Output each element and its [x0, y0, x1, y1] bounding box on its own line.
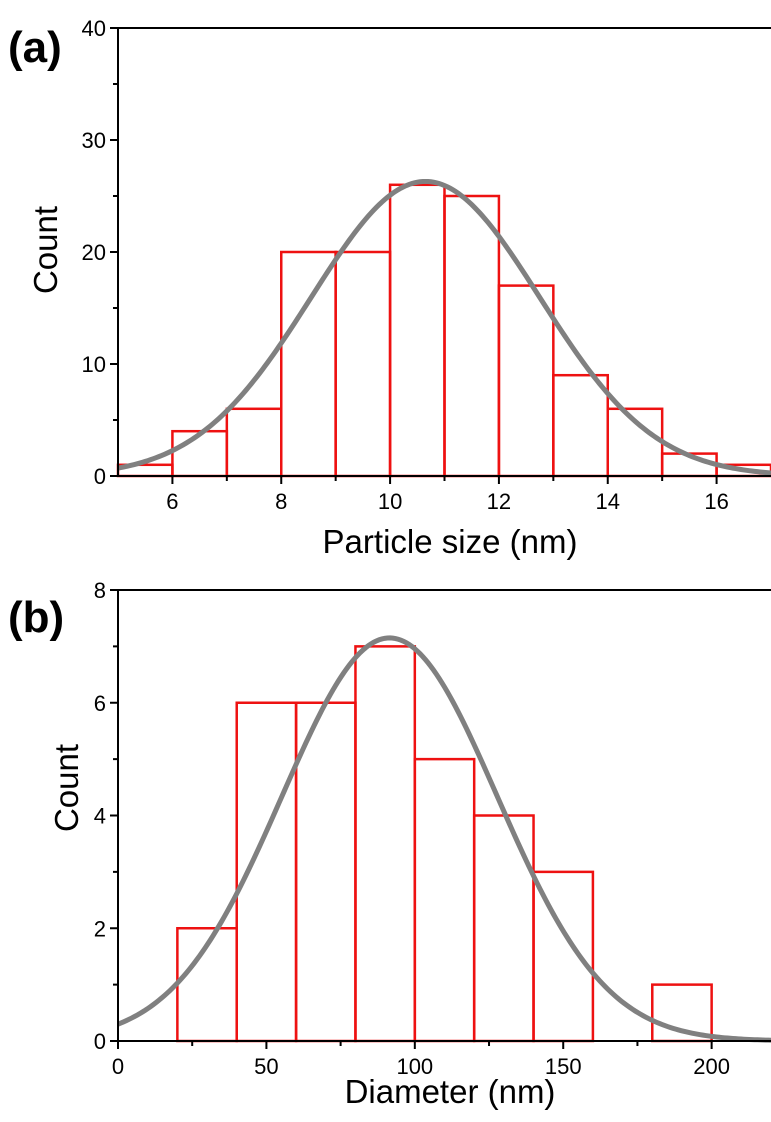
panel-a-y-tick-label: 40: [82, 16, 106, 41]
panel-b-x-axis-title: Diameter (nm): [345, 1073, 556, 1110]
panel-a-x-tick-label: 14: [596, 489, 620, 514]
panel-a-y-tick-label: 20: [82, 240, 106, 265]
panel-b: (b) 0 50 100 150 200 0 2 4 6 8 Diameter (nm) Coun…: [8, 578, 771, 1110]
panel-a-y-tick-label: 30: [82, 128, 106, 153]
panel-a-bar-6: [443, 194, 501, 478]
panel-b-ticks: [110, 589, 713, 1049]
panel-a-x-tick-label: 6: [166, 489, 178, 514]
panel-a-x-tick-label: 8: [275, 489, 287, 514]
panel-b-y-axis-title: Count: [48, 744, 85, 832]
panel-b-bar-4: [413, 757, 476, 1043]
panel-b-x-tick-label: 150: [545, 1054, 582, 1079]
panel-b-fit-curve: [117, 635, 771, 1043]
panel-a-ticks: [110, 27, 718, 484]
panel-b-y-tick-label: 0: [94, 1029, 106, 1054]
panel-a-y-tick-label: 0: [94, 464, 106, 489]
panel-a-bar-4: [334, 250, 392, 478]
panel-b-y-tick-label: 4: [94, 804, 106, 829]
panel-a-bar-1: [171, 429, 229, 478]
panel-b-bar-3: [354, 645, 417, 1043]
panel-a-bar-7: [497, 284, 555, 478]
panel-b-x-tick-label: 50: [254, 1054, 278, 1079]
panel-b-bar-2: [294, 701, 357, 1043]
panel-a-bar-8: [552, 373, 609, 478]
panel-b-y-tick-label: 8: [94, 578, 106, 603]
panel-b-x-tick-label: 200: [693, 1054, 730, 1079]
panel-b-y-tick-label: 2: [94, 916, 106, 941]
panel-a-bar-2: [225, 407, 283, 478]
panel-b-bars: [176, 645, 713, 1043]
panel-a-y-tick-label: 10: [82, 352, 106, 377]
panel-a-y-axis-title: Count: [27, 206, 64, 294]
panel-a-tick-labels: 6 8 10 12 14 16 0 10 20 30 40: [82, 16, 729, 514]
panel-a-x-tick-label: 10: [378, 489, 402, 514]
panel-a-bar-5: [388, 183, 446, 478]
panel-a: (a) 6 8 10 12 14 16 0 10 20 30 40 Particle size (n…: [8, 16, 771, 560]
panel-a-fit-curve: [117, 178, 771, 476]
panel-a-x-tick-label: 12: [487, 489, 511, 514]
panel-b-axes: [117, 589, 771, 1042]
panel-b-bar-5: [472, 814, 535, 1043]
panel-b-x-tick-label: 0: [112, 1054, 124, 1079]
panel-a-x-axis-title: Particle size (nm): [323, 523, 578, 560]
panel-a-bars: [116, 183, 771, 478]
panel-b-tick-labels: 0 50 100 150 200 0 2 4 6 8: [94, 578, 730, 1079]
panel-a-x-tick-label: 16: [704, 489, 728, 514]
panel-a-bar-3: [280, 250, 337, 478]
panel-b-x-tick-label: 100: [396, 1054, 433, 1079]
panel-b-y-tick-label: 6: [94, 691, 106, 716]
panel-a-label: (a): [8, 23, 62, 72]
panel-b-label: (b): [8, 593, 64, 642]
